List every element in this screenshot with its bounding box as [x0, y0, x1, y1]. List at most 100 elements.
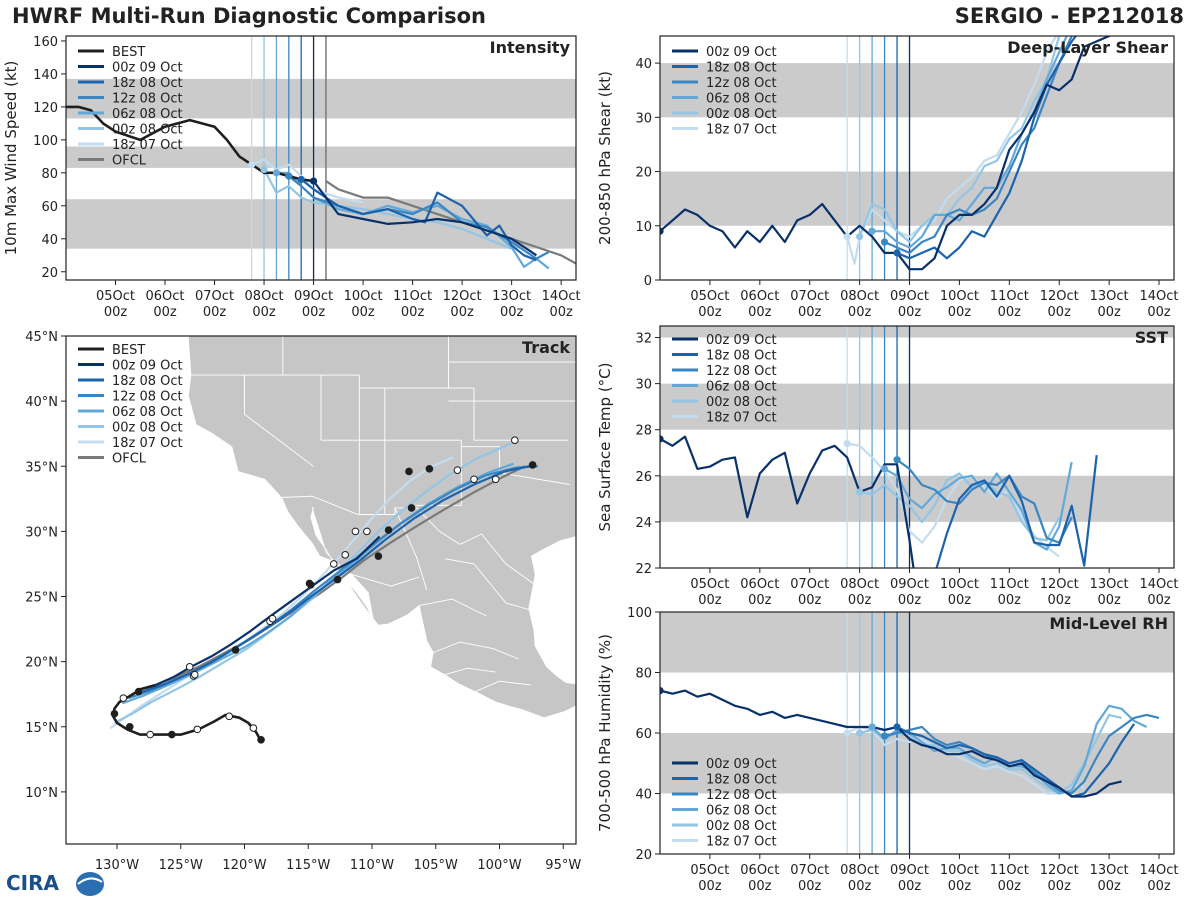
shear-init-point-00z-09-oct: [660, 227, 664, 235]
shear-ytick-label: 10: [635, 220, 652, 235]
rh-xtick-label: 07Oct: [790, 863, 829, 878]
rh-legend-entry: 00z 08 Oct: [706, 819, 777, 834]
intensity-xtick-label: 07Oct: [195, 289, 234, 304]
intensity-xtick-label: 13Oct: [492, 289, 531, 304]
logo-text: CIRA: [6, 871, 60, 895]
shear-xtick-label: 10Oct: [940, 289, 979, 304]
track-18z-07-oct: [109, 456, 455, 729]
rh-ytick-label: 40: [635, 788, 652, 803]
sst-xtick-label: 10Oct: [940, 577, 979, 592]
shear-ytick-label: 0: [644, 274, 652, 289]
intensity-ytick-label: 60: [41, 200, 58, 215]
intensity-ytick-label: 120: [33, 101, 58, 116]
state-border: [298, 556, 336, 566]
intensity-band-0: [66, 199, 576, 249]
rh-ytick-label: 20: [635, 848, 652, 863]
track-position-marker: [491, 475, 500, 484]
track-position-marker: [405, 467, 413, 476]
shear-legend-entry: 12z 08 Oct: [706, 76, 777, 91]
intensity-init-point-18z-08-oct: [297, 175, 305, 184]
sst-series-00z-08-oct: [859, 472, 1061, 542]
shear-init-point-06z-08-oct: [868, 227, 876, 235]
sst-xtick-label: 00z: [1147, 593, 1171, 608]
shear-band-1: [660, 63, 1174, 118]
shear-xtick-label: 09Oct: [890, 289, 929, 304]
rh-init-point-00z-08-oct: [856, 729, 864, 737]
sst-ytick-label: 32: [635, 332, 652, 347]
intensity-legend-entry: 18z 08 Oct: [112, 76, 183, 91]
sst-plot-area: [660, 326, 1174, 568]
state-border: [281, 495, 536, 586]
sst-xtick-label: 00z: [798, 593, 822, 608]
intensity-xtick-label: 00z: [252, 305, 276, 320]
shear-xtick-label: 00z: [1097, 305, 1121, 320]
intensity-xtick-label: 00z: [153, 305, 177, 320]
track-position-marker: [407, 504, 416, 512]
intensity-xtick-label: 00z: [500, 305, 524, 320]
panel-rh: 2040608010005Oct00z06Oct00z07Oct00z08Oct…: [596, 606, 1179, 894]
track-xtick-label: 125°W: [159, 858, 203, 873]
panel-track: 130°W 125°W 120°W 115°W 110°W 105°W 100°W 95°W 1…: [25, 330, 581, 873]
track-xtick-label: 110°W: [350, 858, 394, 873]
track-position-marker: [110, 709, 119, 718]
rh-xtick-label: 00z: [948, 879, 972, 894]
intensity-xtick-label: 05Oct: [96, 289, 135, 304]
shear-band-0: [660, 171, 1174, 226]
sst-xtick-label: 07Oct: [790, 577, 829, 592]
track-position-marker: [193, 725, 202, 734]
intensity-ylabel: 10m Max Wind Speed (kt): [2, 61, 20, 256]
track-panel-title: Track: [522, 338, 570, 357]
shear-xtick-label: 00z: [848, 305, 872, 320]
sst-ylabel: Sea Surface Temp (°C): [596, 362, 614, 531]
track-position-marker: [225, 712, 233, 721]
track-legend-entry: 06z 08 Oct: [112, 405, 183, 420]
state-border: [384, 439, 462, 506]
shear-series-00z-08-oct: [858, 36, 1061, 244]
intensity-xtick-label: 08Oct: [245, 289, 284, 304]
shear-legend-entry: 00z 08 Oct: [706, 107, 777, 122]
sst-xtick-label: 11Oct: [990, 577, 1029, 592]
panel-shear: 01020304005Oct00z06Oct00z07Oct00z08Oct00…: [596, 35, 1179, 320]
sst-xtick-label: 00z: [1097, 593, 1121, 608]
sst-ytick-label: 28: [635, 424, 652, 439]
cira-logo: CIRA: [6, 871, 104, 896]
rh-series-00z-09-oct: [660, 689, 1122, 798]
shear-init-point-00z-08-oct: [856, 233, 864, 241]
track-xtick-label: 100°W: [477, 858, 521, 873]
rh-xtick-label: 08Oct: [840, 863, 879, 878]
track-position-marker: [146, 730, 154, 739]
intensity-xtick-label: 00z: [351, 305, 375, 320]
intensity-ytick-label: 160: [33, 35, 58, 50]
state-border: [475, 680, 532, 693]
rh-legend-entry: 00z 09 Oct: [706, 757, 777, 772]
track-position-marker: [528, 461, 537, 469]
storm-id-title: SERGIO - EP212018: [954, 4, 1184, 28]
intensity-legend-entry: 18z 07 Oct: [112, 138, 183, 153]
intensity-init-point-18z-07-oct: [248, 160, 256, 169]
sst-xtick-label: 14Oct: [1140, 577, 1179, 592]
rh-xtick-label: 00z: [1147, 879, 1171, 894]
shear-init-point-12z-08-oct: [880, 238, 889, 246]
track-ytick-label: 40°N: [25, 395, 58, 410]
rh-init-point-12z-08-oct: [880, 732, 889, 740]
intensity-init-point-00z-09-oct: [309, 177, 318, 185]
sst-xtick-label: 00z: [1048, 593, 1072, 608]
rh-init-point-00z-09-oct: [660, 687, 664, 695]
rh-ytick-label: 60: [635, 727, 652, 742]
rh-xtick-label: 00z: [1048, 879, 1072, 894]
shear-xtick-label: 06Oct: [740, 289, 779, 304]
sst-xtick-label: 12Oct: [1040, 577, 1079, 592]
intensity-series-ofcl: [325, 180, 576, 265]
rh-ytick-label: 100: [627, 606, 652, 621]
sst-xtick-label: 00z: [998, 593, 1022, 608]
shear-legend-entry: 06z 08 Oct: [706, 92, 777, 107]
sst-ytick-label: 22: [635, 562, 652, 577]
rh-xtick-label: 13Oct: [1090, 863, 1129, 878]
track-position-marker: [231, 646, 240, 654]
rh-ylabel: 700-500 hPa Humidity (%): [596, 634, 614, 832]
shear-xtick-label: 00z: [898, 305, 922, 320]
sst-xtick-label: 00z: [948, 593, 972, 608]
intensity-band-2: [66, 78, 576, 119]
state-border: [351, 573, 420, 587]
rh-band-1: [660, 612, 1174, 673]
